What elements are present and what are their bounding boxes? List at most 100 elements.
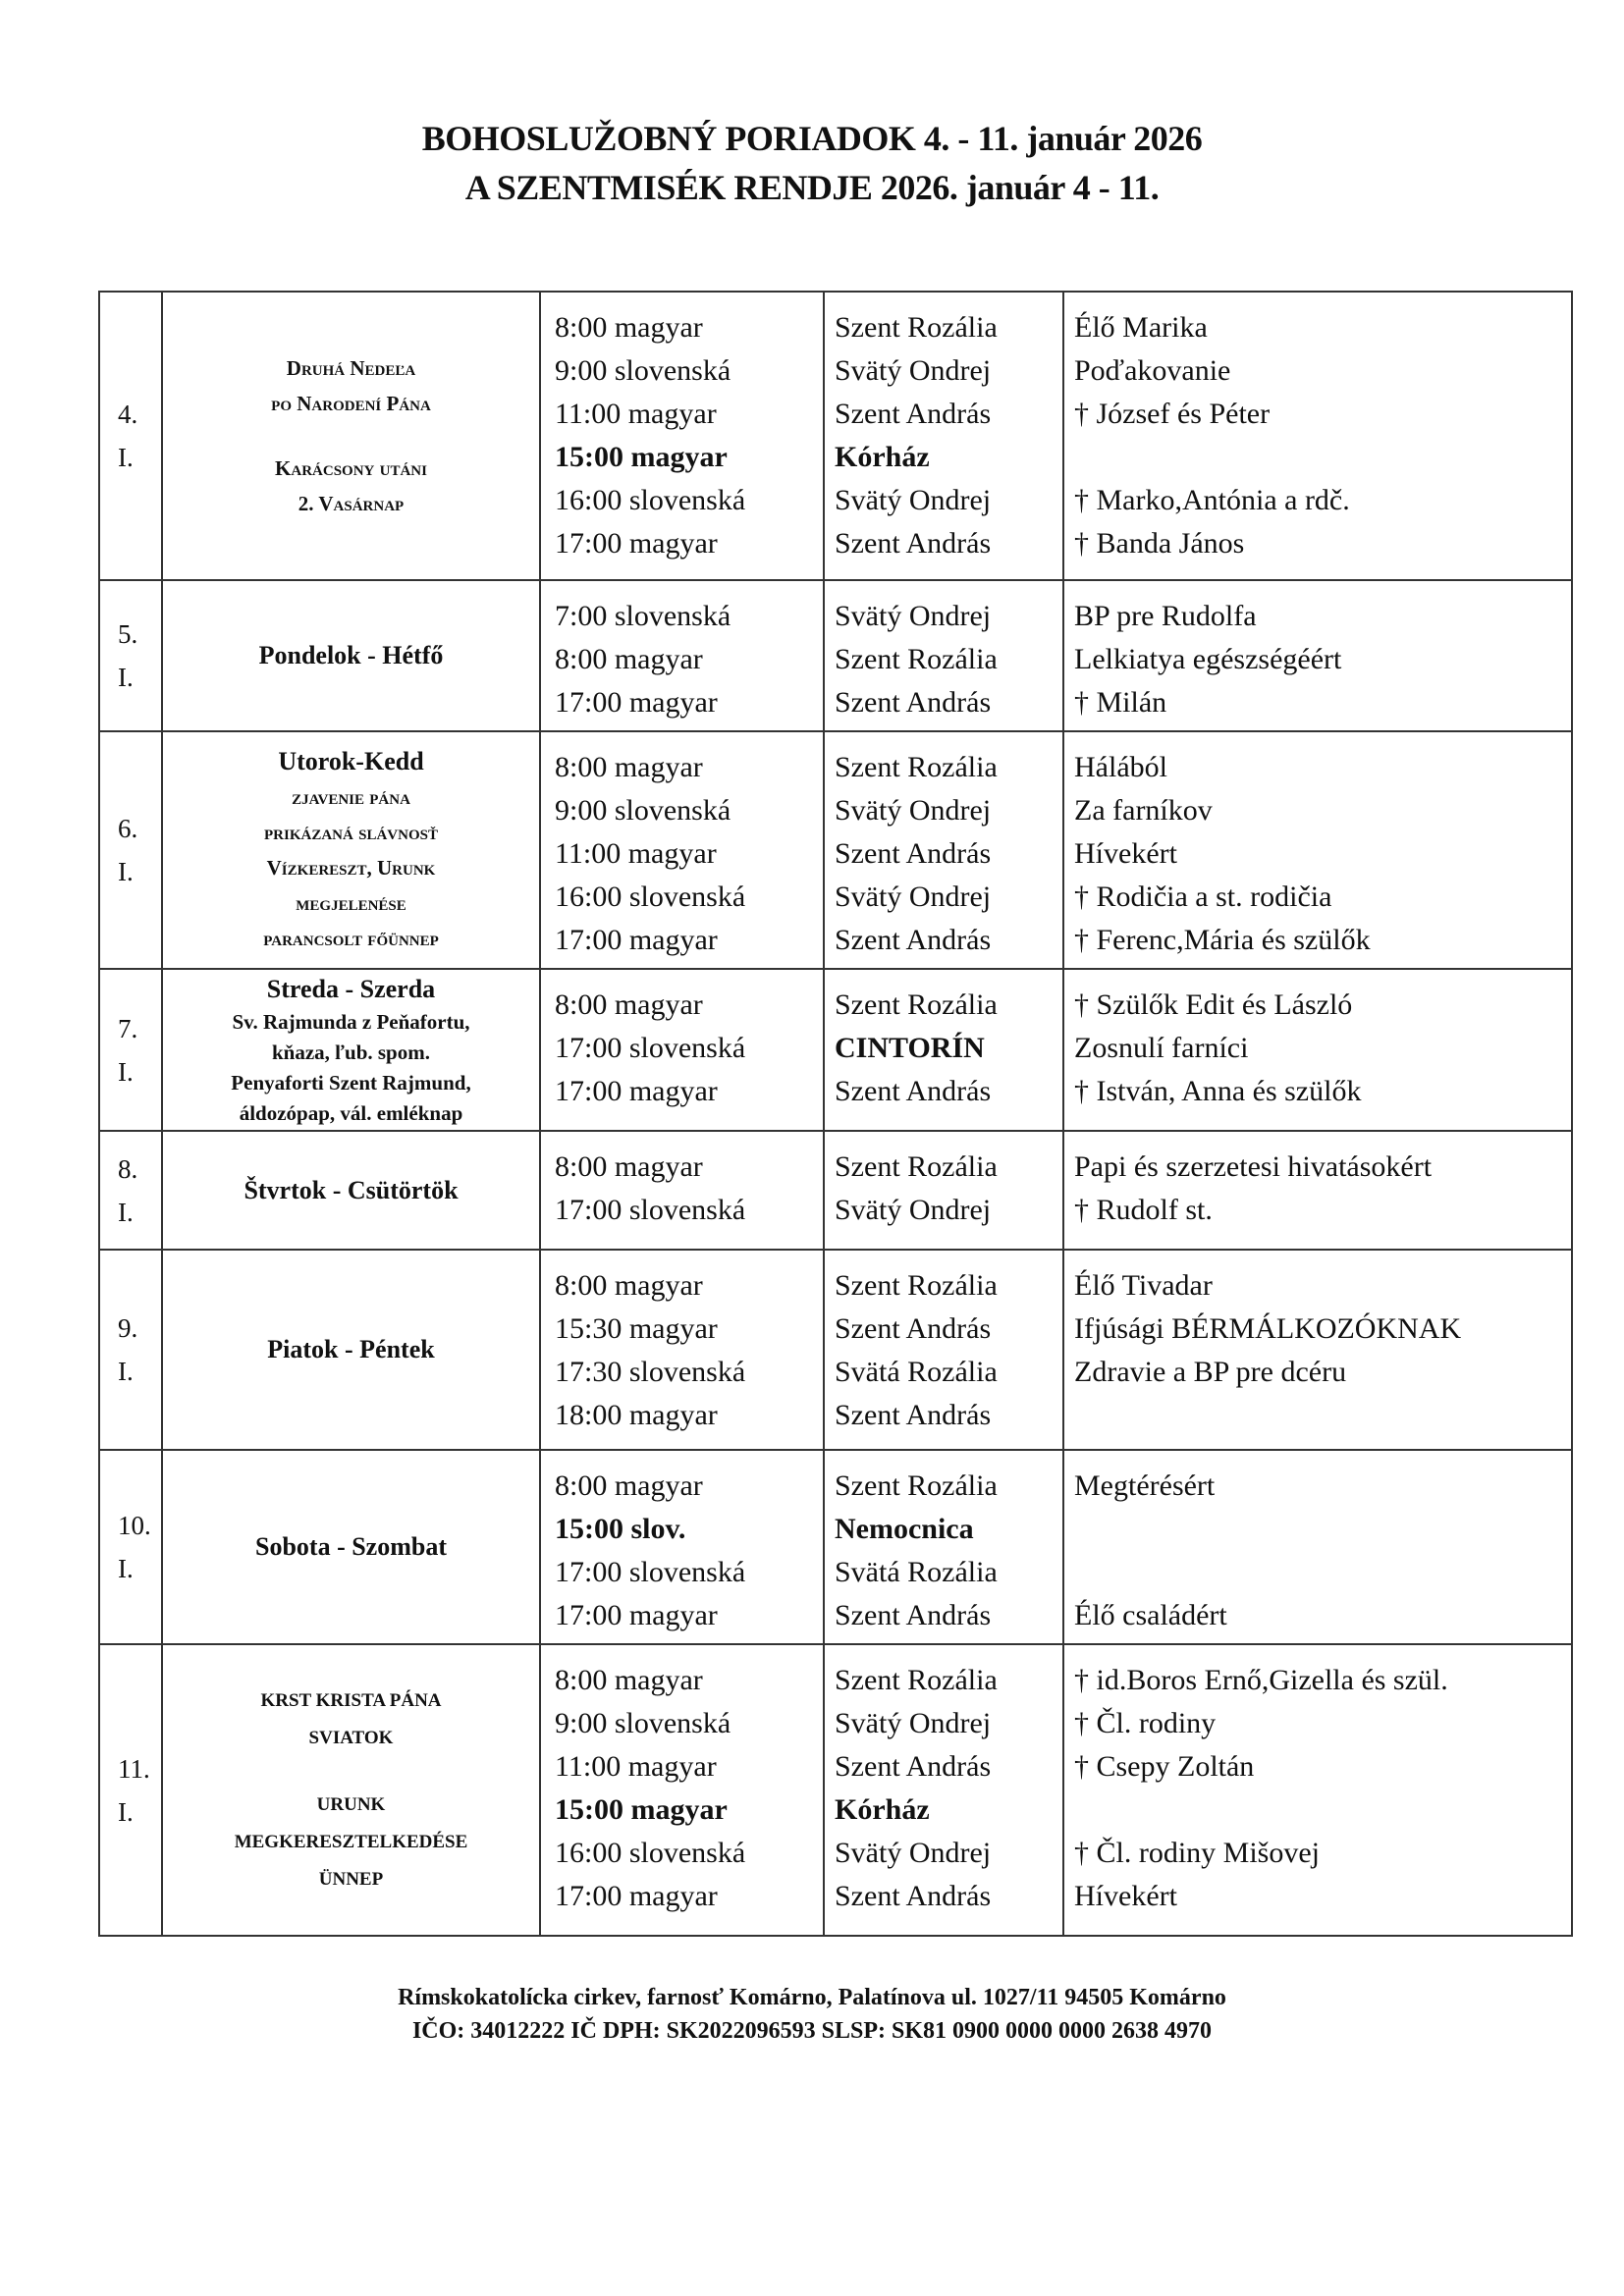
- mass-place: Szent András: [835, 527, 992, 560]
- day-label-line: 2. Vasárnap: [298, 492, 405, 515]
- mass-intention: † István, Anna és szülők: [1074, 1075, 1362, 1107]
- mass-time: 16:00 slovenská: [555, 484, 746, 516]
- mass-place: Szent Rozália: [835, 1269, 998, 1302]
- date-line: I.: [118, 1056, 134, 1087]
- day-label-line: Sv. Rajmunda z Peňafortu,: [232, 1009, 470, 1034]
- place-cell: Szent Rozália CINTORÍN Szent András: [823, 968, 1064, 1132]
- intention-cell: † Szülők Edit és László Zosnulí farníci † …: [1062, 968, 1573, 1132]
- mass-place: Kórház: [835, 441, 930, 473]
- mass-time: 16:00 slovenská: [555, 1837, 746, 1869]
- time-cell: 8:00 magyar 17:00 slovenská: [539, 1130, 825, 1251]
- mass-place: Szent András: [835, 1312, 992, 1345]
- date-cell: 9. I.: [98, 1249, 163, 1451]
- mass-place: Szent András: [835, 1399, 992, 1431]
- date-cell: 8. I.: [98, 1130, 163, 1251]
- day-row: 6. I. Utorok-Kedd zjavenie pána prikázaná sl…: [98, 730, 1573, 970]
- time-cell: 8:00 magyar 15:30 magyar 17:30 slovenská 18…: [539, 1249, 825, 1451]
- day-name-cell: Utorok-Kedd zjavenie pána prikázaná slávno…: [161, 730, 541, 970]
- place-cell: Szent Rozália Szent András Svätá Rozália Sz…: [823, 1249, 1064, 1451]
- intention-cell: Megtérésért Élő családért: [1062, 1449, 1573, 1645]
- day-label-line: KRST KRISTA PÁNA: [260, 1689, 442, 1711]
- mass-place: Szent Rozália: [835, 1469, 998, 1502]
- day-label-line: Štvrtok - Csütörtök: [244, 1175, 459, 1204]
- time-cell: 8:00 magyar 9:00 slovenská 11:00 magyar 15:…: [539, 291, 825, 581]
- mass-place: Nemocnica: [835, 1513, 974, 1545]
- date-line: I.: [118, 1796, 134, 1827]
- mass-time: 8:00 magyar: [555, 311, 703, 344]
- mass-intention: † Čl. rodiny: [1074, 1707, 1217, 1739]
- mass-time: 16:00 slovenská: [555, 881, 746, 913]
- day-name-cell: KRST KRISTA PÁNA SVIATOK URUNK MEGKERESZTEL…: [161, 1643, 541, 1937]
- date-line: I.: [118, 1197, 134, 1227]
- mass-place: Szent Rozália: [835, 643, 998, 675]
- mass-intention: † Milán: [1074, 686, 1167, 719]
- mass-place: Szent András: [835, 1750, 992, 1783]
- mass-time: 8:00 magyar: [555, 1150, 703, 1183]
- mass-time: 15:00 magyar: [555, 441, 728, 473]
- day-label-line: Penyaforti Szent Rajmund,: [231, 1070, 471, 1095]
- day-row: 7. I. Streda - Szerda Sv. Rajmunda z Peňafo…: [98, 968, 1573, 1132]
- mass-intention: Zosnulí farníci: [1074, 1032, 1249, 1064]
- day-label-line: URUNK: [316, 1793, 386, 1815]
- mass-time: 17:00 slovenská: [555, 1194, 746, 1226]
- mass-intention: [1074, 1789, 1571, 1832]
- day-label-line: Vízkereszt, Urunk: [266, 856, 436, 880]
- mass-place: Svätý Ondrej: [835, 1707, 992, 1739]
- place-cell: Szent Rozália Nemocnica Svätá Rozália Szent…: [823, 1449, 1064, 1645]
- place-cell: Szent Rozália Svätý Ondrej Szent András Svä…: [823, 730, 1064, 970]
- mass-intention: Ifjúsági BÉRMÁLKOZÓKNAK: [1074, 1312, 1462, 1345]
- day-row: 10. I. Sobota - Szombat 8:00 magyar 15:00 sl…: [98, 1449, 1573, 1645]
- time-cell: 8:00 magyar 9:00 slovenská 11:00 magyar 15:…: [539, 1643, 825, 1937]
- day-row: 5. I. Pondelok - Hétfő 7:00 slovenská 8:00 m…: [98, 579, 1573, 732]
- mass-place: Szent Rozália: [835, 988, 998, 1021]
- mass-place: Svätý Ondrej: [835, 1837, 992, 1869]
- date-cell: 10. I.: [98, 1449, 163, 1645]
- date-line: I.: [118, 1357, 134, 1386]
- day-label-line: Pondelok - Hétfő: [258, 641, 444, 669]
- mass-intention: † Ferenc,Mária és szülők: [1074, 924, 1371, 956]
- time-cell: 8:00 magyar 9:00 slovenská 11:00 magyar 16:…: [539, 730, 825, 970]
- day-label-line: Piatok - Péntek: [267, 1335, 435, 1363]
- mass-intention: † József és Péter: [1074, 398, 1271, 430]
- date-line: 11.: [118, 1753, 150, 1784]
- mass-place: Szent András: [835, 398, 992, 430]
- day-label-line: kňaza, ľub. spom.: [272, 1040, 430, 1064]
- mass-time: 8:00 magyar: [555, 1269, 703, 1302]
- date-line: 9.: [118, 1313, 138, 1343]
- mass-time: 11:00 magyar: [555, 1750, 717, 1783]
- place-cell: Szent Rozália Svätý Ondrej Szent András Kór…: [823, 291, 1064, 581]
- day-name-cell: Piatok - Péntek: [161, 1249, 541, 1451]
- intention-cell: Élő Marika Poďakovanie † József és Péter † …: [1062, 291, 1573, 581]
- mass-intention: † Rudolf st.: [1074, 1194, 1213, 1226]
- day-label-line: [163, 1757, 539, 1787]
- day-label-line: zjavenie pána: [292, 785, 410, 809]
- day-name-cell: Štvrtok - Csütörtök: [161, 1130, 541, 1251]
- date-line: I.: [118, 663, 134, 692]
- mass-intention: Poďakovanie: [1074, 354, 1231, 387]
- day-label-line: [163, 421, 539, 451]
- date-line: 4.: [118, 400, 138, 429]
- mass-time: 8:00 magyar: [555, 988, 703, 1021]
- mass-time: 8:00 magyar: [555, 643, 703, 675]
- title-slovak: BOHOSLUŽOBNÝ PORIADOK 4. - 11. január 20…: [421, 119, 1203, 158]
- mass-place: CINTORÍN: [835, 1032, 985, 1064]
- mass-intention: Hívekért: [1074, 1880, 1177, 1912]
- date-cell: 7. I.: [98, 968, 163, 1132]
- mass-place: Svätý Ondrej: [835, 484, 992, 516]
- mass-time: 17:00 magyar: [555, 686, 718, 719]
- day-label-line: áldozópap, vál. emléknap: [239, 1100, 463, 1125]
- day-row: 4. I. Druhá Nedeľa po Narodení Pána Karácson…: [98, 291, 1573, 581]
- mass-time: 9:00 slovenská: [555, 1707, 731, 1739]
- date-line: 7.: [118, 1013, 138, 1043]
- mass-time: 17:00 magyar: [555, 1075, 718, 1107]
- mass-time: 17:00 slovenská: [555, 1032, 746, 1064]
- place-cell: Svätý Ondrej Szent Rozália Szent András: [823, 579, 1064, 732]
- date-line: I.: [118, 1554, 134, 1583]
- mass-intention: Papi és szerzetesi hivatásokért: [1074, 1150, 1433, 1183]
- mass-place: Svätý Ondrej: [835, 794, 992, 827]
- mass-time: 8:00 magyar: [555, 1469, 703, 1502]
- intention-cell: Élő Tivadar Ifjúsági BÉRMÁLKOZÓKNAK Zdravi…: [1062, 1249, 1573, 1451]
- mass-time: 11:00 magyar: [555, 398, 717, 430]
- mass-intention: † Szülők Edit és László: [1074, 988, 1353, 1021]
- day-label-line: MEGKERESZTELKEDÉSE: [234, 1831, 468, 1852]
